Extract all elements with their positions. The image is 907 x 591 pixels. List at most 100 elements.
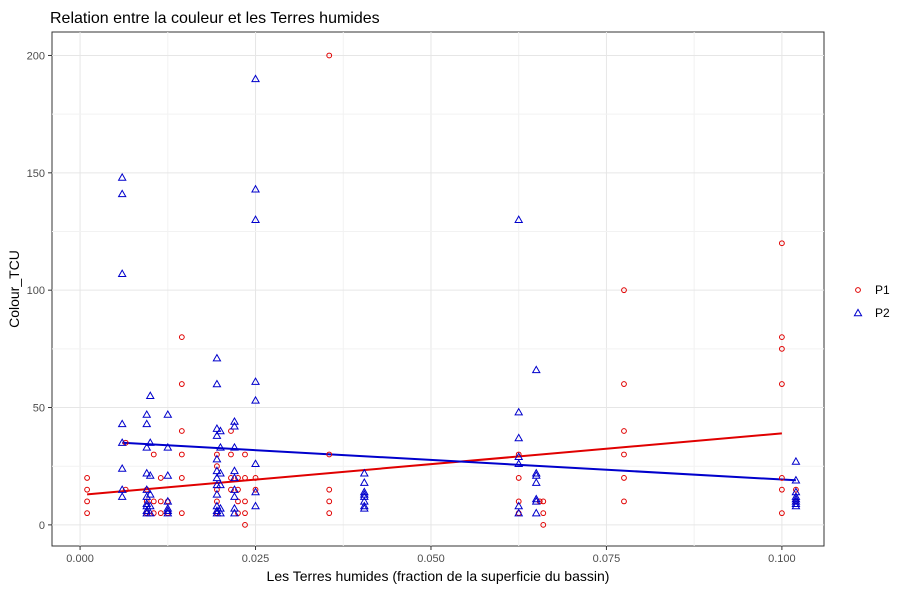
data-points <box>84 52 801 528</box>
data-point-p2 <box>251 74 260 83</box>
y-axis-title: Colour_TCU <box>6 250 22 328</box>
data-point-p1 <box>778 334 785 341</box>
legend-label-p1: P1 <box>875 283 890 297</box>
data-point-p2 <box>117 438 127 446</box>
data-point-p1 <box>242 521 248 528</box>
data-point-p2 <box>791 475 801 484</box>
data-point-p1 <box>150 451 157 458</box>
data-point-p1 <box>84 498 90 505</box>
data-point-p2 <box>163 503 173 512</box>
legend-label-p2: P2 <box>875 306 890 320</box>
data-point-p1 <box>157 475 164 481</box>
data-point-p2 <box>230 416 239 425</box>
x-axis-title: Les Terres humides (fraction de la super… <box>267 568 610 584</box>
data-point-p1 <box>84 510 90 517</box>
data-point-p1 <box>621 475 627 481</box>
data-point-p2 <box>230 492 239 500</box>
data-point-p1 <box>326 498 333 505</box>
data-point-p1 <box>84 486 90 493</box>
data-point-p2 <box>117 189 127 198</box>
data-point-p2 <box>230 442 239 451</box>
data-point-p1 <box>157 498 164 505</box>
data-point-p1 <box>178 451 185 458</box>
data-point-p2 <box>230 503 239 512</box>
data-point-p1 <box>252 486 259 493</box>
legend-key-p1 <box>855 287 861 293</box>
trend-lines <box>87 432 796 496</box>
data-point-p2 <box>163 506 173 514</box>
data-point-p2 <box>791 456 801 465</box>
data-point-p1 <box>540 510 547 517</box>
data-point-p2 <box>163 470 173 479</box>
data-point-p2 <box>251 377 260 385</box>
data-point-p2 <box>251 215 260 223</box>
y-tick-label: 50 <box>33 403 45 415</box>
data-point-p2 <box>142 409 152 418</box>
y-tick-label: 200 <box>27 50 45 62</box>
data-point-p1 <box>150 498 157 505</box>
data-point-p1 <box>778 345 785 352</box>
data-point-p2 <box>212 353 222 362</box>
data-point-p1 <box>778 510 785 517</box>
data-point-p2 <box>117 172 127 181</box>
data-point-p1 <box>778 486 785 493</box>
data-point-p1 <box>326 510 333 517</box>
data-point-p2 <box>117 492 127 500</box>
data-point-p2 <box>215 426 225 435</box>
data-point-p2 <box>145 391 155 399</box>
y-tick-label: 150 <box>27 168 45 180</box>
y-tick-label: 100 <box>27 285 45 297</box>
data-point-p2 <box>359 492 369 500</box>
data-point-p2 <box>163 409 173 418</box>
data-point-p2 <box>212 431 222 439</box>
data-point-p1 <box>621 287 627 294</box>
data-point-p2 <box>145 489 155 498</box>
x-tick-label: 0.075 <box>593 553 621 565</box>
data-point-p2 <box>212 454 222 463</box>
legend-key-p2 <box>853 308 863 317</box>
data-point-p1 <box>214 451 220 458</box>
data-point-p2 <box>531 365 541 374</box>
data-point-p2 <box>212 506 222 514</box>
data-point-p2 <box>514 459 524 468</box>
data-point-p1 <box>242 451 248 458</box>
data-point-p1 <box>515 498 522 505</box>
data-point-p2 <box>212 489 222 498</box>
x-tick-label: 0.000 <box>66 553 94 565</box>
data-point-p1 <box>326 52 333 59</box>
data-point-p2 <box>215 442 225 451</box>
data-point-p2 <box>142 468 152 477</box>
y-tick-label: 0 <box>39 520 45 532</box>
data-point-p1 <box>326 486 333 493</box>
data-point-p1 <box>84 475 90 481</box>
data-point-p2 <box>514 508 524 517</box>
x-tick-label: 0.100 <box>768 553 796 565</box>
data-point-p2 <box>230 421 239 430</box>
data-point-p1 <box>242 475 248 481</box>
data-point-p2 <box>531 508 541 517</box>
data-point-p1 <box>793 486 799 493</box>
data-point-p2 <box>359 468 369 477</box>
data-point-p1 <box>621 498 627 505</box>
data-point-p2 <box>117 463 127 472</box>
data-point-p2 <box>215 468 225 477</box>
data-point-p2 <box>163 442 173 451</box>
data-point-p2 <box>230 508 239 517</box>
x-axis-ticks: 0.000 0.025 0.050 0.075 0.100 <box>66 546 796 565</box>
legend-item-p1: P1 <box>855 283 890 297</box>
data-point-p1 <box>242 510 248 517</box>
data-point-p1 <box>515 475 522 481</box>
data-point-p2 <box>145 508 155 517</box>
data-point-p2 <box>215 503 225 512</box>
data-point-p2 <box>142 419 152 428</box>
data-point-p1 <box>778 475 785 481</box>
data-point-p2 <box>117 419 127 428</box>
data-point-p2 <box>230 473 239 482</box>
data-point-p2 <box>791 499 801 507</box>
data-point-p1 <box>778 381 785 387</box>
data-point-p2 <box>359 487 369 496</box>
data-point-p2 <box>251 501 260 510</box>
data-point-p2 <box>514 407 524 416</box>
data-point-p2 <box>215 480 225 489</box>
